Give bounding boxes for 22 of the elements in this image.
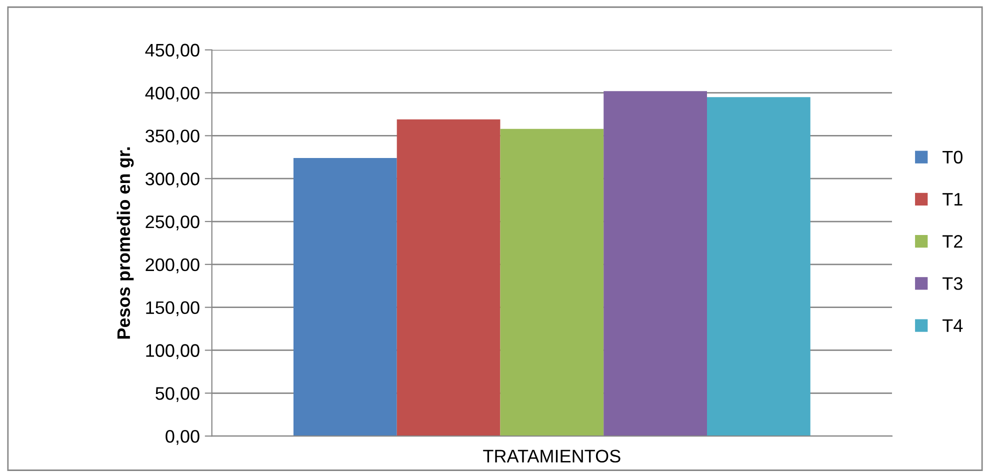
bar bbox=[706, 97, 810, 436]
legend-label: T2 bbox=[942, 235, 962, 248]
bar bbox=[604, 91, 707, 436]
y-tick-label: 400,00 bbox=[145, 86, 200, 102]
x-axis-title: TRATAMIENTOS bbox=[483, 450, 620, 463]
y-tick-label: 300,00 bbox=[146, 172, 200, 188]
bar bbox=[500, 128, 604, 436]
bar bbox=[293, 158, 397, 436]
y-tick-label: 50,00 bbox=[156, 387, 200, 402]
legend-label: T0 bbox=[942, 150, 962, 164]
y-tick-label: 100,00 bbox=[146, 344, 200, 360]
y-tick-label: 0,00 bbox=[166, 430, 200, 445]
y-tick-label: 150,00 bbox=[146, 301, 200, 316]
legend-label: T4 bbox=[942, 319, 963, 332]
y-tick-label: 250,00 bbox=[146, 215, 200, 230]
y-tick-label: 200,00 bbox=[146, 258, 200, 274]
bar bbox=[396, 119, 500, 436]
legend-label: T1 bbox=[942, 193, 962, 206]
y-tick-label: 450,00 bbox=[145, 44, 200, 59]
legend-label: T3 bbox=[942, 277, 962, 290]
y-axis-title: Pesos promedio en gr. bbox=[116, 147, 134, 339]
y-tick-label: 350,00 bbox=[146, 130, 200, 145]
